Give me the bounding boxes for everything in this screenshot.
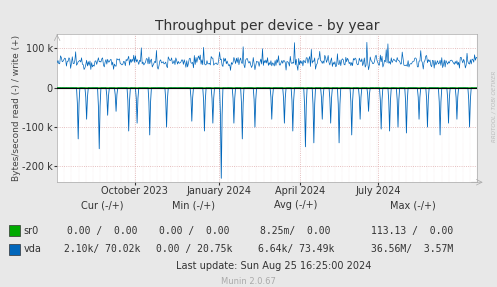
Text: Max (-/+): Max (-/+) <box>390 200 435 210</box>
Text: Avg (-/+): Avg (-/+) <box>274 200 318 210</box>
Text: Munin 2.0.67: Munin 2.0.67 <box>221 277 276 286</box>
Text: Min (-/+): Min (-/+) <box>172 200 215 210</box>
Text: sr0: sr0 <box>24 226 39 236</box>
Text: Cur (-/+): Cur (-/+) <box>81 200 123 210</box>
Text: 113.13 /  0.00: 113.13 / 0.00 <box>371 226 454 236</box>
Text: vda: vda <box>24 245 42 254</box>
Title: Throughput per device - by year: Throughput per device - by year <box>155 19 379 33</box>
Text: 0.00 /  0.00: 0.00 / 0.00 <box>67 226 137 236</box>
Text: 36.56M/  3.57M: 36.56M/ 3.57M <box>371 245 454 254</box>
Text: RRDTOOL / TOBI OETIKER: RRDTOOL / TOBI OETIKER <box>491 71 496 142</box>
Y-axis label: Bytes/second read (-) / write (+): Bytes/second read (-) / write (+) <box>12 35 21 181</box>
Text: 0.00 / 20.75k: 0.00 / 20.75k <box>156 245 232 254</box>
Text: 2.10k/ 70.02k: 2.10k/ 70.02k <box>64 245 140 254</box>
Text: 0.00 /  0.00: 0.00 / 0.00 <box>159 226 229 236</box>
Text: 6.64k/ 73.49k: 6.64k/ 73.49k <box>257 245 334 254</box>
Text: Last update: Sun Aug 25 16:25:00 2024: Last update: Sun Aug 25 16:25:00 2024 <box>175 261 371 271</box>
Text: 8.25m/  0.00: 8.25m/ 0.00 <box>260 226 331 236</box>
